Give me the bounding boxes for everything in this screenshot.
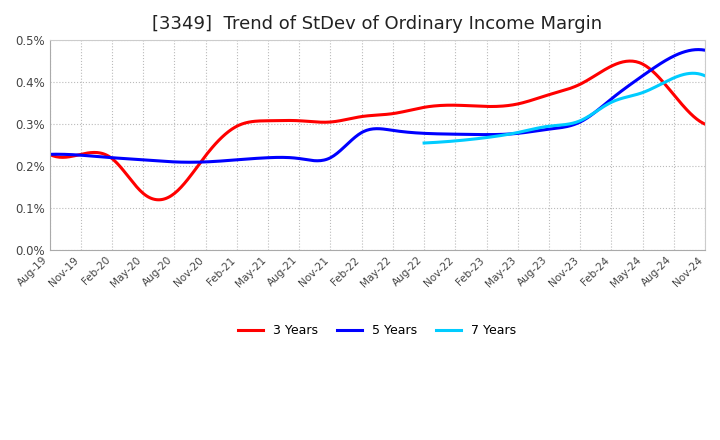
5 Years (307, 158, 315, 163)
3 Years (153, 197, 162, 202)
5 Years (694, 47, 703, 52)
7 Years (596, 106, 605, 111)
3 Years (701, 121, 709, 127)
3 Years (307, 119, 315, 124)
7 Years (689, 70, 698, 76)
7 Years (511, 130, 520, 136)
3 Years (261, 118, 269, 124)
5 Years (124, 156, 132, 161)
Legend: 3 Years, 5 Years, 7 Years: 3 Years, 5 Years, 7 Years (233, 319, 521, 342)
5 Years (45, 152, 54, 157)
3 Years (625, 59, 634, 64)
7 Years (701, 73, 709, 78)
Title: [3349]  Trend of StDev of Ordinary Income Margin: [3349] Trend of StDev of Ordinary Income… (152, 15, 603, 33)
5 Years (520, 130, 528, 135)
7 Years (420, 140, 428, 146)
5 Years (459, 132, 468, 137)
5 Years (523, 129, 532, 135)
Line: 7 Years: 7 Years (424, 73, 705, 143)
3 Years (523, 99, 532, 104)
3 Years (459, 103, 468, 108)
5 Years (261, 155, 269, 161)
7 Years (623, 94, 631, 99)
3 Years (520, 100, 528, 105)
Line: 3 Years: 3 Years (50, 61, 705, 200)
3 Years (124, 174, 132, 180)
7 Years (454, 138, 462, 143)
5 Years (701, 48, 709, 53)
7 Years (624, 94, 633, 99)
3 Years (45, 152, 54, 157)
7 Years (531, 126, 540, 131)
5 Years (185, 160, 194, 165)
Line: 5 Years: 5 Years (50, 50, 705, 162)
